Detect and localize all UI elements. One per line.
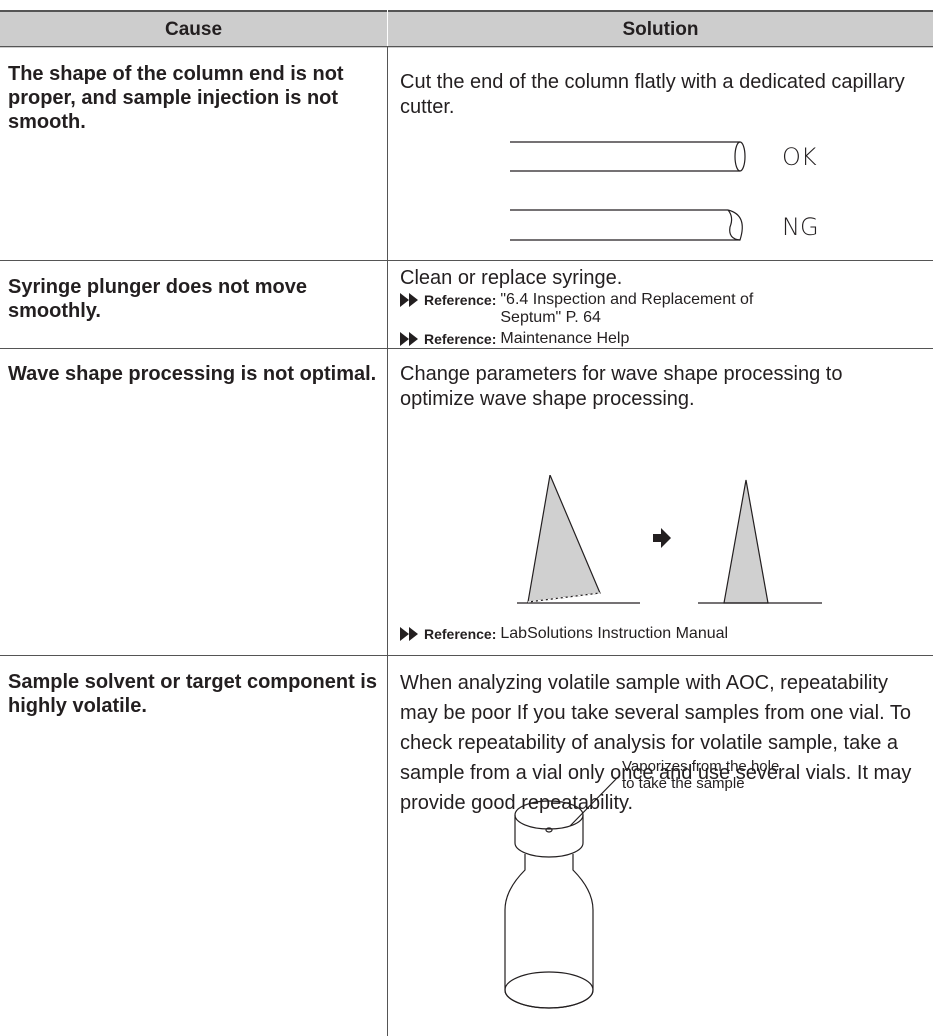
- reference-text: "6.4 Inspection and Replacement of Septu…: [500, 291, 754, 326]
- row-line: [0, 260, 933, 261]
- reference: Reference: Maintenance Help: [400, 330, 629, 348]
- solution: Change parameters for wave shape process…: [400, 363, 843, 410]
- figure-label: OK: [782, 143, 817, 171]
- header-solution: Solution: [388, 10, 933, 48]
- column-end-figure: [510, 141, 746, 241]
- row-line: [0, 46, 933, 47]
- solution: Cut the end of the column flatly with a …: [400, 71, 905, 118]
- vial-figure: [504, 774, 621, 1009]
- cause: The shape of the column end is not prope…: [8, 63, 344, 133]
- reference-icon: [400, 332, 418, 346]
- header-cause: Cause: [0, 10, 387, 48]
- reference-icon: [400, 293, 418, 307]
- reference: Reference: "6.4 Inspection and Replaceme…: [400, 291, 860, 327]
- reference-label: Reference:: [424, 292, 497, 308]
- row-line: [0, 655, 933, 656]
- solution: Clean or replace syringe.: [400, 267, 623, 289]
- figure-note: Vaporizes from the hole to take the samp…: [622, 758, 780, 792]
- wave-shape-figure: [517, 475, 822, 604]
- reference-label: Reference:: [424, 626, 497, 642]
- reference-label: Reference:: [424, 331, 497, 347]
- cause: Sample solvent or target component is hi…: [8, 671, 377, 717]
- reference-icon: [400, 627, 418, 641]
- solution: When analyzing volatile sample with AOC,…: [400, 672, 912, 814]
- row-line: [0, 348, 933, 349]
- reference: Reference: LabSolutions Instruction Manu…: [400, 625, 728, 643]
- figure-label: NG: [782, 213, 819, 241]
- column-divider: [387, 46, 388, 1036]
- cause: Syringe plunger does not move smoothly.: [8, 276, 307, 322]
- reference-text: Maintenance Help: [500, 330, 630, 347]
- cause: Wave shape processing is not optimal.: [8, 363, 377, 385]
- header-divider: [387, 10, 388, 48]
- reference-text: LabSolutions Instruction Manual: [500, 625, 729, 642]
